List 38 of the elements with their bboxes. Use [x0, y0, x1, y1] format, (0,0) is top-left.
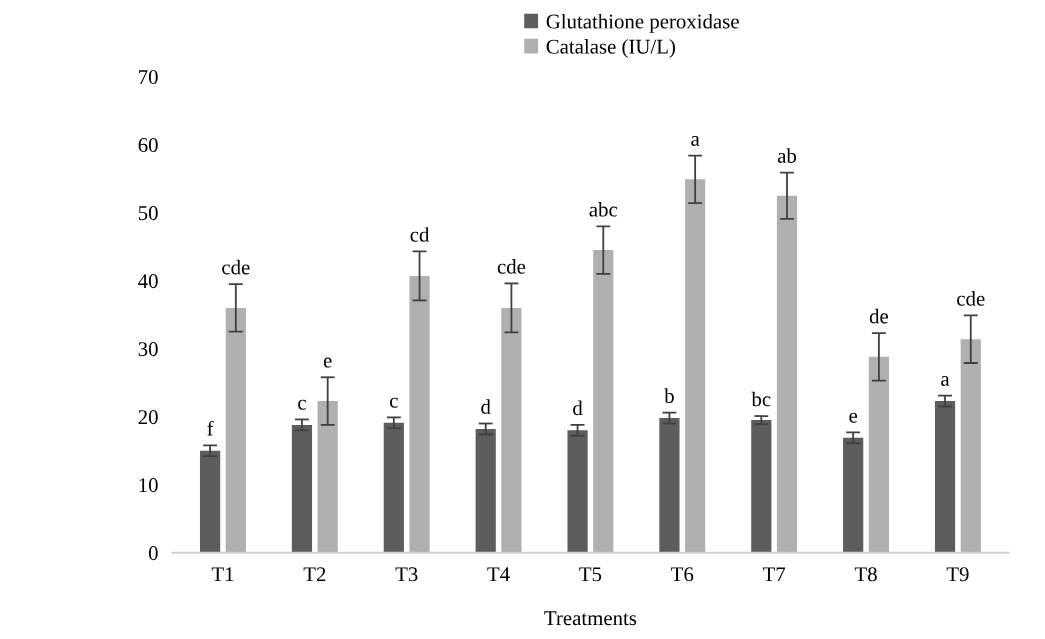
data-label: b: [664, 388, 674, 403]
data-label: d: [573, 400, 583, 416]
y-tick-label: 70: [139, 70, 158, 85]
y-tick-label: 40: [138, 274, 158, 289]
data-label: e: [849, 412, 858, 423]
x-tick-label: T9: [946, 567, 969, 582]
data-label: c: [298, 399, 306, 410]
data-label: cd: [410, 227, 430, 242]
data-label: bc: [751, 391, 771, 407]
y-tick-label: 50: [138, 206, 158, 221]
data-label: f: [207, 420, 214, 436]
data-label: e: [323, 357, 332, 368]
data-label: a: [691, 135, 700, 146]
x-tick-label: T2: [303, 567, 326, 582]
data-label: ab: [777, 148, 797, 163]
y-tick-label: 30: [138, 342, 158, 357]
data-label: a: [941, 375, 950, 386]
y-tick-label: 20: [138, 410, 158, 425]
x-tick-label: T3: [395, 567, 418, 582]
y-tick-label: 10: [139, 478, 158, 493]
x-tick-label: T6: [671, 567, 694, 582]
legend-label: Catalase (IU/L): [546, 39, 675, 58]
data-label: de: [869, 308, 888, 324]
x-tick-label: T4: [487, 567, 510, 582]
y-tick-label: 60: [138, 138, 158, 153]
legend-label: Glutathione peroxidase: [546, 13, 739, 33]
data-label: abc: [589, 201, 618, 217]
x-tick-label: T8: [854, 567, 877, 582]
x-tick-label: T5: [579, 567, 602, 582]
y-tick-label: 0: [148, 546, 158, 561]
data-label: cde: [957, 291, 985, 306]
data-label: cde: [497, 259, 526, 274]
data-label: cde: [222, 259, 250, 275]
data-label: d: [481, 399, 491, 414]
x-tick-label: T7: [762, 567, 786, 582]
data-label: c: [390, 397, 398, 408]
x-tick-label: T1: [211, 567, 234, 582]
x-axis-title: Treatments: [544, 611, 637, 626]
